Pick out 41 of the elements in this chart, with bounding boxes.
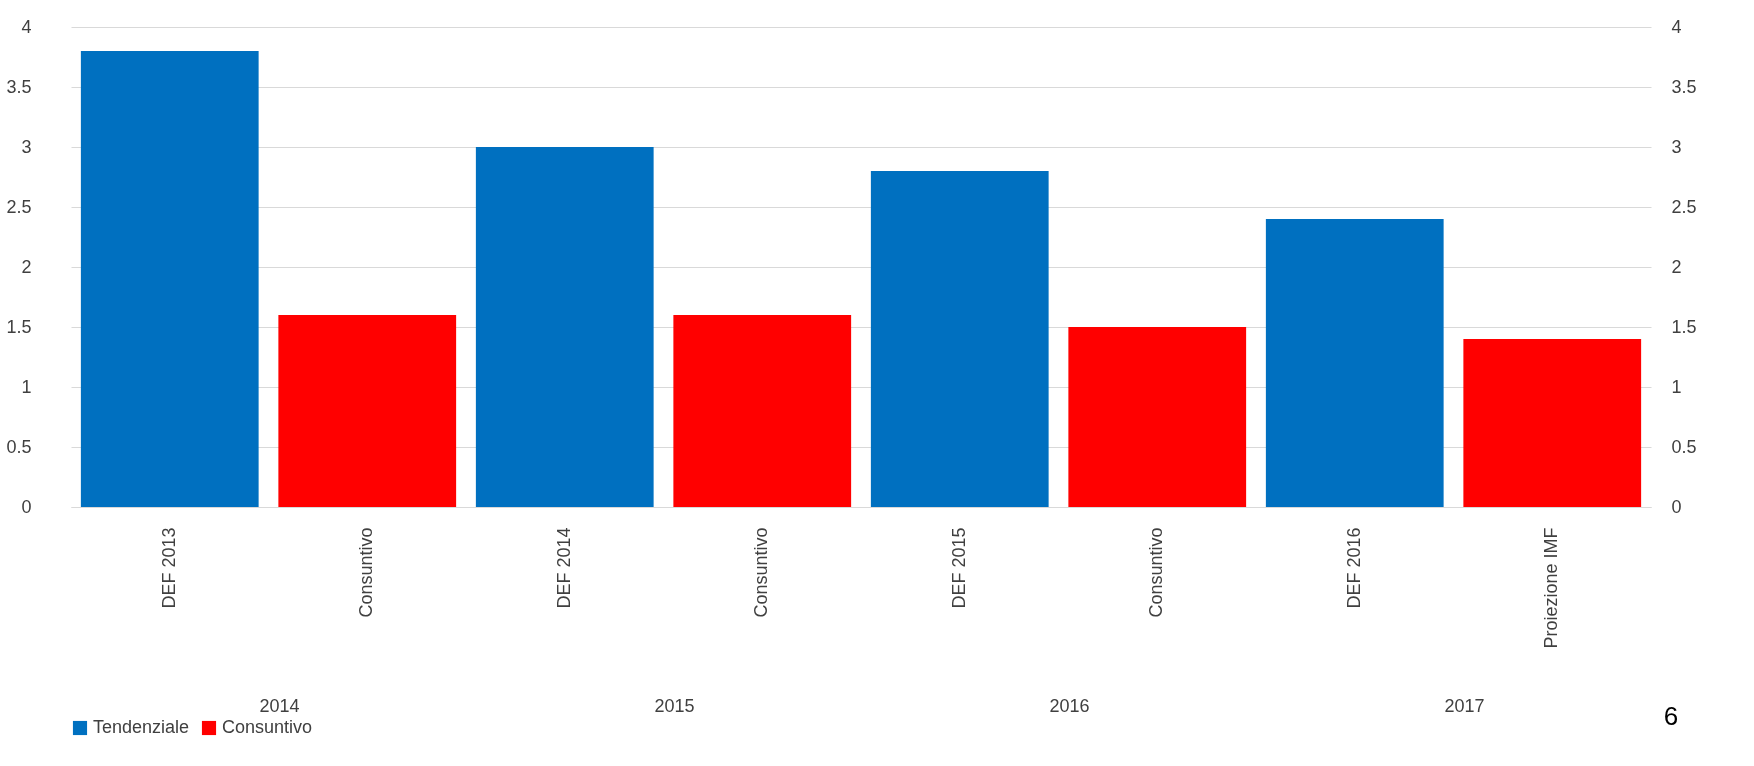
x-tick-label: DEF 2013	[158, 527, 179, 609]
text: 2016	[1049, 696, 1090, 716]
x-tick-label: Consuntivo	[356, 527, 377, 618]
bar	[1265, 219, 1444, 507]
y2-tick-label: 0.5	[1671, 436, 1697, 457]
y2-tick-label: 1	[1671, 376, 1682, 397]
text: 2015	[654, 696, 695, 716]
text: 2017	[1444, 696, 1485, 716]
text: 6	[1663, 701, 1679, 731]
text: 2014	[259, 696, 300, 716]
y-tick-label: 0	[21, 496, 32, 517]
y2-tick-label: 2	[1671, 256, 1682, 277]
x-tick-label: DEF 2014	[553, 527, 574, 609]
legend-label: Tendenziale	[93, 717, 190, 737]
x-tick-label: DEF 2015	[948, 527, 969, 609]
y-tick-label: 3	[21, 136, 32, 157]
y2-tick-label: 0	[1671, 496, 1682, 517]
x-tick-label: Consuntivo	[1146, 527, 1167, 618]
y-tick-label: 1	[21, 376, 32, 397]
y-tick-label: 3.5	[6, 76, 32, 97]
bar	[278, 315, 457, 507]
bar	[673, 315, 852, 507]
y-tick-label: 4	[21, 16, 32, 37]
y2-tick-label: 4	[1671, 16, 1682, 37]
y-tick-label: 2	[21, 256, 32, 277]
y2-tick-label: 1.5	[1671, 316, 1697, 337]
bar	[475, 147, 654, 507]
legend-label: Consuntivo	[222, 717, 313, 737]
y2-tick-label: 3	[1671, 136, 1682, 157]
bar	[1068, 327, 1247, 507]
bar	[80, 51, 259, 507]
y-tick-label: 1.5	[6, 316, 32, 337]
bar	[1463, 339, 1642, 507]
y2-tick-label: 2.5	[1671, 196, 1697, 217]
x-tick-label: Proiezione IMF	[1541, 527, 1562, 649]
y-tick-label: 0.5	[6, 436, 32, 457]
x-tick-label: DEF 2016	[1343, 527, 1364, 609]
x-tick-label: Consuntivo	[751, 527, 772, 618]
y-tick-label: 2.5	[6, 196, 32, 217]
y2-tick-label: 3.5	[1671, 76, 1697, 97]
bar	[870, 171, 1049, 507]
